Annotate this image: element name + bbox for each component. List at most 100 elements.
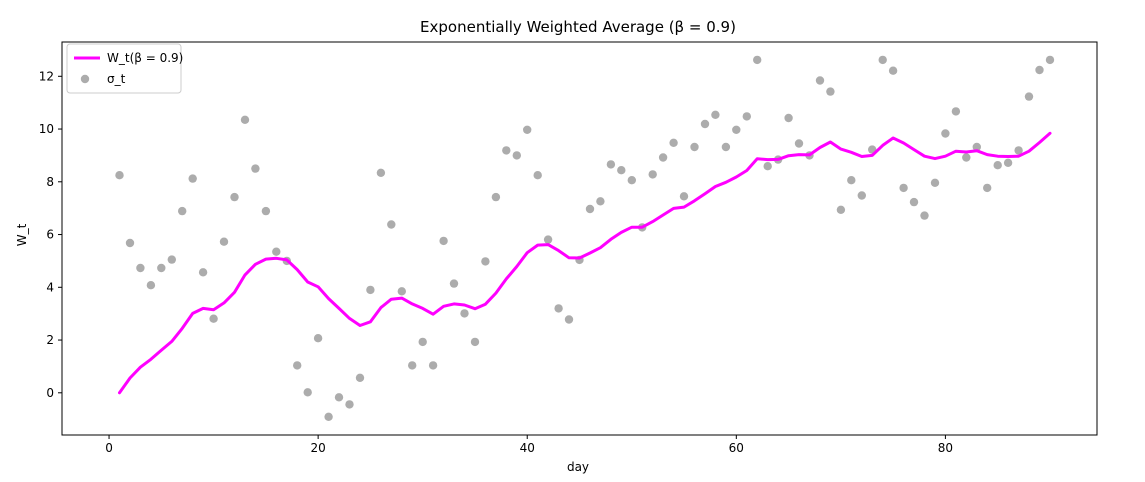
- sigma-point: [324, 412, 333, 421]
- sigma-point: [679, 192, 689, 201]
- x-tick-label: 40: [520, 441, 535, 455]
- sigma-point: [763, 162, 772, 171]
- sigma-point: [428, 361, 438, 370]
- sigma-point: [1035, 65, 1044, 75]
- sigma-point: [554, 304, 563, 313]
- sigma-point: [627, 176, 636, 185]
- sigma-point: [826, 87, 835, 96]
- sigma-point: [136, 263, 145, 273]
- sigma-point: [408, 361, 417, 370]
- sigma-point: [251, 164, 260, 173]
- sigma-point: [502, 146, 511, 155]
- x-tick-label: 20: [310, 441, 325, 455]
- sigma-point: [209, 314, 218, 323]
- ewa-line: [118, 131, 1052, 395]
- sigma-point: [198, 268, 208, 277]
- sigma-point: [303, 388, 312, 397]
- sigma-point: [732, 125, 741, 134]
- sigma-point: [983, 183, 992, 193]
- sigma-point: [157, 263, 166, 273]
- y-tick-label: 4: [46, 280, 54, 294]
- sigma-point: [669, 138, 678, 147]
- sigma-point: [972, 142, 981, 152]
- legend-box: [66, 43, 182, 94]
- sigma-point: [993, 161, 1002, 170]
- axes-frame: [61, 41, 1098, 436]
- sigma-point: [721, 142, 731, 152]
- sigma-point: [376, 168, 386, 177]
- chart-title: Exponentially Weighted Average (β = 0.9): [420, 18, 736, 36]
- x-tick-label: 80: [938, 441, 953, 455]
- y-tick-label: 6: [46, 228, 54, 242]
- sigma-point: [794, 139, 804, 148]
- sigma-point: [962, 153, 971, 162]
- sigma-point: [700, 119, 710, 129]
- sigma-point: [355, 373, 365, 382]
- sigma-point: [167, 255, 176, 264]
- sigma-point: [951, 107, 961, 116]
- sigma-point: [815, 76, 825, 85]
- sigma-point: [753, 55, 762, 65]
- x-axis-label: day: [567, 460, 589, 474]
- sigma-point: [418, 337, 427, 347]
- y-tick-label: 2: [46, 333, 54, 347]
- sigma-point: [449, 279, 459, 288]
- y-axis-label: W_t: [15, 223, 29, 246]
- sigma-point: [1014, 146, 1023, 155]
- x-tick-label: 0: [105, 441, 113, 455]
- sigma-point: [658, 153, 668, 162]
- sigma-point: [857, 191, 866, 200]
- sigma-point: [230, 192, 239, 202]
- sigma-point: [585, 204, 595, 214]
- sigma-point: [366, 285, 375, 295]
- sigma-point: [606, 160, 616, 169]
- sigma-point: [345, 400, 354, 409]
- legend-label-sigma: σ_t: [107, 72, 126, 86]
- sigma-point: [188, 174, 197, 183]
- sigma-point: [313, 334, 323, 343]
- sigma-point: [397, 287, 406, 296]
- sigma-point: [888, 66, 898, 75]
- sigma-point: [941, 129, 950, 138]
- plot-area: [115, 55, 1055, 421]
- sigma-point: [1024, 92, 1034, 101]
- sigma-point: [920, 211, 929, 220]
- sigma-point: [564, 315, 574, 324]
- sigma-point: [240, 115, 250, 125]
- y-tick-label: 10: [39, 122, 54, 136]
- legend-label-ewa: W_t(β = 0.9): [107, 51, 183, 65]
- sigma-point: [387, 220, 396, 229]
- legend-point-swatch: [80, 74, 90, 84]
- sigma-point: [909, 197, 919, 207]
- sigma-point: [439, 236, 448, 246]
- sigma-point: [596, 197, 605, 206]
- sigma-point: [533, 171, 542, 180]
- y-tick-label: 0: [46, 386, 54, 400]
- sigma-point: [470, 337, 480, 347]
- sigma-point: [261, 206, 271, 216]
- sigma-point: [178, 206, 187, 216]
- sigma-point: [648, 170, 657, 179]
- sigma-point: [115, 171, 124, 180]
- sigma-point: [512, 151, 521, 160]
- y-tick-label: 12: [39, 69, 54, 83]
- y-tick-label: 8: [46, 175, 54, 189]
- sigma-point: [523, 125, 532, 134]
- sigma-point: [334, 393, 344, 402]
- sigma-point: [784, 113, 793, 123]
- sigma-point: [219, 237, 229, 246]
- sigma-point: [293, 361, 302, 370]
- sigma-point: [543, 235, 553, 244]
- sigma-point: [930, 178, 940, 187]
- sigma-point: [1045, 55, 1055, 65]
- sigma-point: [690, 142, 699, 152]
- sigma-point: [491, 192, 501, 202]
- sigma-point: [1003, 158, 1013, 167]
- sigma-point: [878, 55, 887, 65]
- sigma-point: [742, 112, 751, 121]
- axes: 0 20 40 60 80 0 2 4 6 8 10 12: [39, 41, 1098, 455]
- sigma-point: [272, 247, 281, 256]
- sigma-point: [711, 110, 720, 120]
